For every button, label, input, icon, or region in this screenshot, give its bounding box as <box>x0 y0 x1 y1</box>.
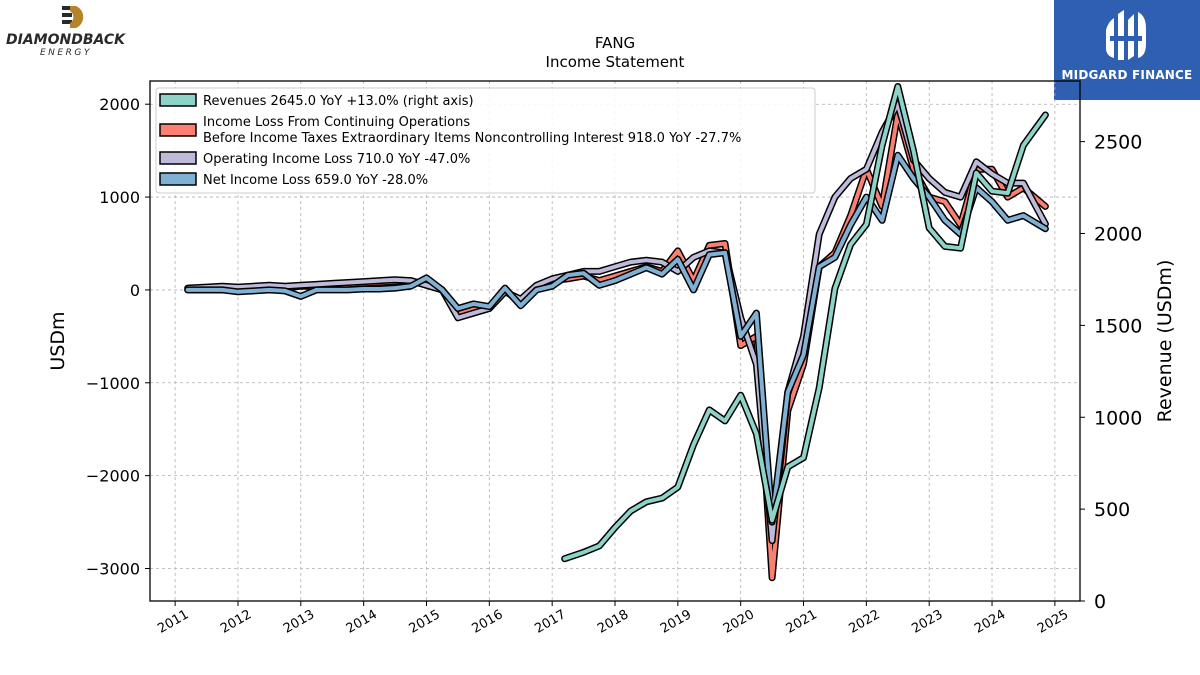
legend-swatch-revenues <box>159 93 197 107</box>
series-net <box>184 151 1049 526</box>
logo-text-main: DIAMONDBACK <box>6 32 126 48</box>
midgard-finance-logo: MIDGARD FINANCE <box>1054 0 1200 100</box>
y-tick-label-left-4: −2000 <box>86 467 140 486</box>
x-tick-label-2022: 2022 <box>847 607 883 637</box>
x-tick-label-2024: 2024 <box>972 607 1008 637</box>
y-axis-right: 0 500 1000 1500 2000 2500 <box>1080 132 1142 613</box>
y-tick-label-left-3: −1000 <box>86 374 140 393</box>
series-line-revenues <box>562 84 1048 561</box>
x-tick-label-2014: 2014 <box>344 607 380 637</box>
midgard-mark-icon <box>1106 10 1146 60</box>
legend-label-operating-income: Operating Income Loss 710.0 YoY -47.0% <box>203 152 470 167</box>
y-tick-label-right-0: 0 <box>1094 591 1106 613</box>
x-tick-label-2021: 2021 <box>784 607 820 637</box>
x-tick-label-2018: 2018 <box>595 607 631 637</box>
midgard-finance-text: MIDGARD FINANCE <box>1061 68 1193 82</box>
series-outline-net <box>184 151 1049 526</box>
series-operating <box>184 100 1049 545</box>
y-axis-left: 2000 1000 0 −1000 −2000 −3000 <box>86 95 150 579</box>
x-tick-label-2019: 2019 <box>658 607 694 637</box>
y-tick-label-left-0: 2000 <box>99 95 140 114</box>
chart-subtitle: Income Statement <box>546 53 685 71</box>
y-axis-label-left: USDm <box>47 311 69 370</box>
y-tick-label-right-500: 500 <box>1094 499 1130 521</box>
y-axis-label-right: Revenue (USDm) <box>1154 260 1176 423</box>
chart-title: FANG <box>595 34 635 52</box>
legend-label-pretax-income-line1: Income Loss From Continuing Operations <box>203 115 470 130</box>
legend-box <box>155 87 816 194</box>
series-line-operating <box>185 102 1048 543</box>
company-logo: DIAMONDBACK ENERGY <box>4 4 140 58</box>
logo-text-sub: ENERGY <box>40 48 92 56</box>
y-tick-label-left-2: 0 <box>130 281 140 300</box>
legend-swatch-pretax-income <box>159 123 197 137</box>
x-tick-label-2012: 2012 <box>218 607 254 637</box>
x-tick-label-2017: 2017 <box>532 607 568 637</box>
x-tick-label-2015: 2015 <box>407 607 443 637</box>
legend-label-revenues: Revenues 2645.0 YoY +13.0% (right axis) <box>203 94 474 109</box>
y-tick-label-right-1500: 1500 <box>1094 315 1142 337</box>
x-tick-label-2011: 2011 <box>155 607 191 637</box>
logo-mark-icon <box>62 6 84 28</box>
legend-swatch-operating-income <box>159 151 197 165</box>
x-axis: 2011 2012 2013 2014 2015 2016 2017 2018 2019 2020… <box>155 601 1071 637</box>
y-tick-label-right-2500: 2500 <box>1094 132 1142 154</box>
series-revenues <box>561 83 1049 563</box>
x-tick-label-2023: 2023 <box>909 607 945 637</box>
y-tick-label-right-1000: 1000 <box>1094 407 1142 429</box>
y-tick-label-left-5: −3000 <box>86 560 140 579</box>
x-tick-label-2013: 2013 <box>281 607 317 637</box>
legend: Revenues 2645.0 YoY +13.0% (right axis) … <box>155 87 816 194</box>
legend-label-net-income: Net Income Loss 659.0 YoY -28.0% <box>203 173 428 188</box>
series-layer <box>184 83 1049 582</box>
y-tick-label-left-1: 1000 <box>99 188 140 207</box>
legend-label-pretax-income-line2: Before Income Taxes Extraordinary Items … <box>203 131 741 146</box>
legend-swatch-net-income <box>159 172 197 186</box>
x-tick-label-2025: 2025 <box>1035 607 1071 637</box>
series-line-net <box>185 153 1048 525</box>
x-tick-label-2020: 2020 <box>721 607 757 637</box>
y-tick-label-right-2000: 2000 <box>1094 224 1142 246</box>
x-tick-label-2016: 2016 <box>469 607 505 637</box>
